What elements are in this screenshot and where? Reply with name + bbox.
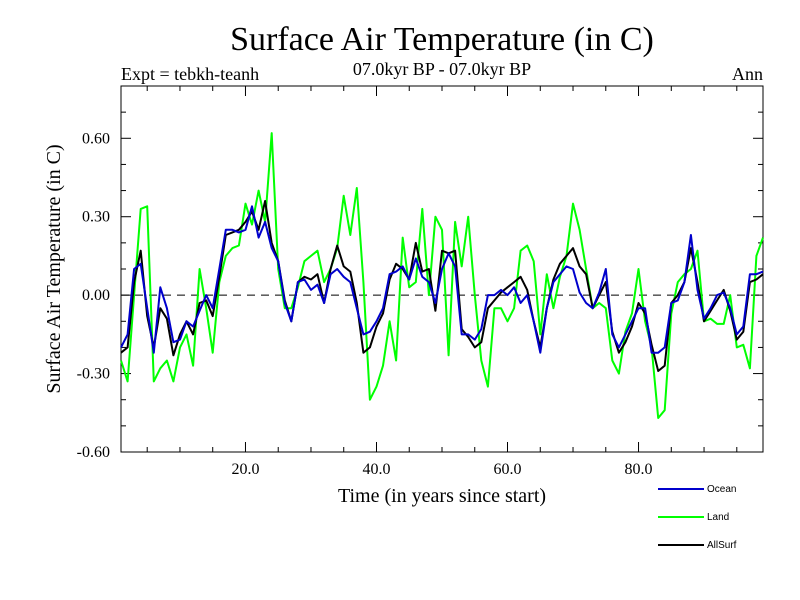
y-tick-label: 0.00 [82, 287, 110, 304]
x-axis-label: Time (in years since start) [338, 485, 546, 507]
legend: Ocean Land AllSurf [658, 484, 737, 551]
legend-label-allsurf: AllSurf [707, 540, 737, 551]
chart-subtitle-right: Ann [732, 64, 763, 84]
y-tick-label: -0.60 [77, 444, 110, 461]
chart-subtitle-center: 07.0kyr BP - 07.0kyr BP [353, 59, 531, 79]
y-axis-label: Surface Air Temperature (in C) [43, 144, 65, 393]
x-tick-label: 20.0 [231, 461, 259, 478]
series-line-land [120, 132, 764, 419]
chart-title: Surface Air Temperature (in C) [230, 21, 654, 58]
series-line-allsurf [120, 200, 764, 372]
x-tick-label: 60.0 [494, 461, 522, 478]
axis-tick-labels: 20.0 40.0 60.0 80.0 -0.60 -0.30 0.00 0.30 0.60 [77, 130, 653, 478]
axis-ticks [121, 85, 763, 453]
chart-subtitle-left: Expt = tebkh-teanh [121, 64, 259, 84]
x-tick-label: 80.0 [625, 461, 653, 478]
series-lines [120, 132, 764, 419]
y-tick-label: 0.30 [82, 209, 110, 226]
y-tick-label: 0.60 [82, 130, 110, 147]
legend-label-ocean: Ocean [707, 484, 736, 495]
legend-label-land: Land [707, 512, 729, 523]
y-tick-label: -0.30 [77, 366, 110, 383]
series-line-ocean [120, 205, 764, 354]
x-tick-label: 40.0 [362, 461, 390, 478]
